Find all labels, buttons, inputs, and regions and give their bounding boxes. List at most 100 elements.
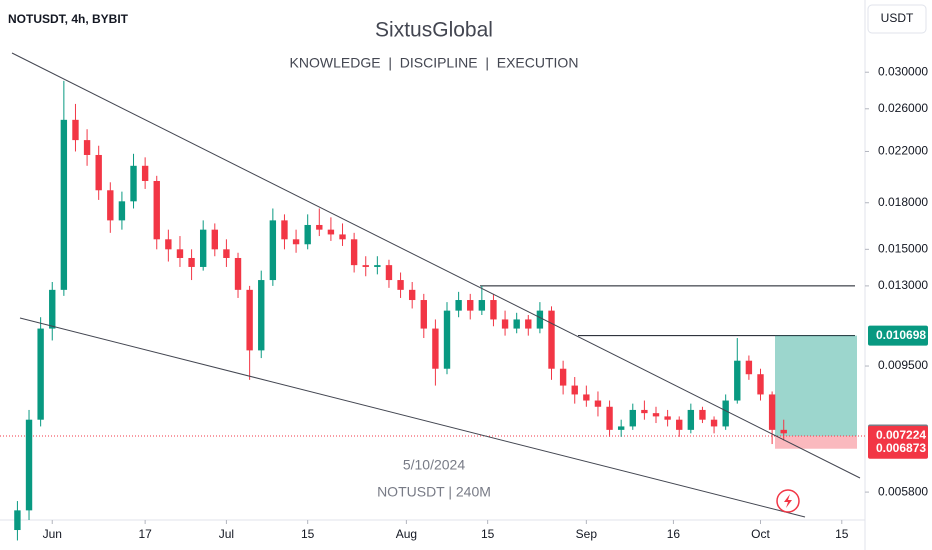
trend-line — [11, 52, 861, 479]
alert-icon[interactable] — [776, 489, 800, 513]
candle-body — [14, 510, 21, 531]
candle-body — [83, 140, 91, 155]
x-tick-label: Jul — [219, 527, 234, 541]
candle-body — [687, 409, 695, 430]
candle-body — [583, 394, 590, 401]
candle-body — [281, 220, 288, 240]
candle-body — [432, 328, 439, 369]
candle-body — [467, 300, 474, 311]
candle-body — [269, 220, 277, 281]
candle-body — [710, 419, 718, 427]
candle-body — [362, 265, 369, 267]
candle-body — [768, 394, 776, 430]
x-tick-label: 15 — [481, 527, 495, 541]
candle-body — [188, 257, 195, 267]
candle-body — [780, 429, 787, 434]
candle-body — [25, 419, 33, 511]
candle-body — [176, 249, 184, 258]
candle-body — [141, 165, 149, 181]
candle-body — [37, 328, 44, 420]
watermark-date: 5/10/2024 — [403, 457, 465, 473]
candle-body — [60, 119, 68, 290]
candle-body — [455, 300, 462, 311]
candle-body — [95, 154, 102, 191]
candle-body — [571, 385, 578, 395]
currency[interactable]: USDT — [881, 11, 914, 25]
price-label: 0.006873 — [876, 441, 926, 455]
candle-body — [327, 229, 335, 235]
x-tick-label: 16 — [667, 527, 681, 541]
y-tick-label: 0.018000 — [878, 195, 928, 209]
candle-body — [223, 249, 230, 258]
candle-body — [165, 239, 172, 250]
x-tick-label: Sep — [576, 527, 598, 541]
candle-body — [374, 265, 381, 267]
price-label-bg — [868, 438, 928, 459]
candle-body — [757, 374, 764, 395]
candle-body — [699, 409, 706, 420]
candle-body — [745, 360, 753, 375]
x-tick-label: Aug — [396, 527, 417, 541]
drawings — [11, 52, 861, 518]
candle-body — [199, 229, 207, 267]
candle-body — [420, 300, 427, 329]
candle-body — [513, 319, 520, 329]
candle-body — [443, 310, 451, 369]
x-tick-label: 15 — [301, 527, 315, 541]
y-tick-label: 0.015000 — [878, 241, 928, 255]
candle-body — [234, 257, 242, 290]
candle-body — [501, 319, 509, 329]
candle-body — [490, 300, 497, 320]
candle-body — [49, 289, 56, 329]
candle-body — [408, 289, 416, 301]
x-tick-label: 15 — [835, 527, 849, 541]
plot-layer — [0, 80, 865, 541]
stop-zone — [775, 436, 857, 449]
candle-body — [130, 165, 137, 202]
candle-body — [72, 119, 79, 141]
candle-body — [211, 229, 218, 250]
x-tick-label: Oct — [751, 527, 770, 541]
candle-body — [734, 360, 741, 401]
candle-body — [664, 416, 671, 420]
candle-body — [629, 409, 636, 427]
chart-subtitle: KNOWLEDGE | DISCIPLINE | EXECUTION — [290, 55, 579, 71]
candle-body — [304, 224, 311, 245]
candle-body — [676, 419, 683, 430]
price-label: 0.010698 — [876, 328, 926, 342]
candle-body — [606, 406, 613, 430]
candle-body — [292, 239, 300, 245]
candle-body — [385, 265, 393, 281]
candle-body — [153, 180, 160, 240]
candle-body — [246, 289, 253, 351]
alert-bolt[interactable] — [784, 494, 792, 508]
candle-body — [118, 201, 126, 221]
y-tick-label: 0.022000 — [878, 144, 928, 158]
candle-body — [559, 368, 567, 386]
currency-button[interactable] — [867, 4, 927, 34]
candle-body — [350, 239, 358, 266]
candle-body — [594, 400, 602, 407]
y-tick-label: 0.030000 — [878, 64, 928, 78]
candle-body — [316, 224, 323, 230]
y-tick-label: 0.013000 — [878, 278, 928, 292]
candle-body — [617, 426, 625, 430]
y-tick-label: 0.005800 — [878, 484, 928, 498]
target-zone — [775, 335, 857, 437]
candle-body — [478, 300, 486, 311]
candle-body — [397, 280, 404, 290]
candle-body — [339, 234, 346, 240]
x-tick-label: Jun — [43, 527, 62, 541]
symbol: NOTUSDT, 4h, BYBIT — [8, 12, 129, 26]
chart-title: SixtusGlobal — [375, 19, 493, 42]
trend-line — [19, 317, 806, 518]
candle-body — [641, 409, 648, 414]
candle-body — [525, 319, 532, 329]
candle-body — [652, 413, 660, 417]
candle-body — [107, 190, 114, 221]
candle-body — [548, 310, 555, 369]
price-label: 0.007224 — [876, 428, 926, 442]
x-tick-label: 17 — [138, 527, 152, 541]
